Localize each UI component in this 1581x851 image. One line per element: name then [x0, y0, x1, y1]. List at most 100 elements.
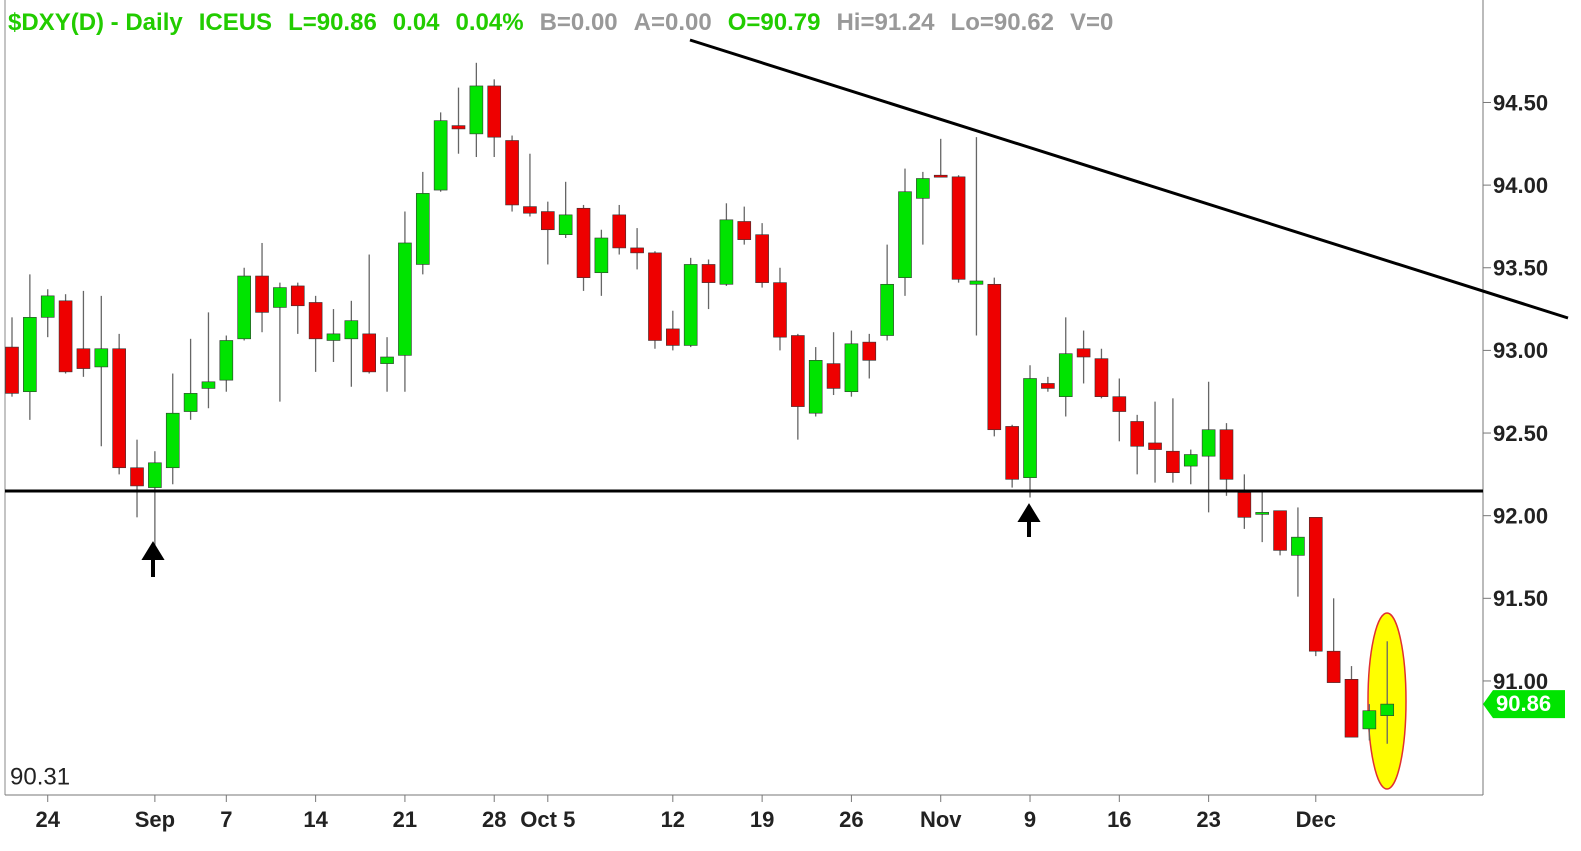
candle-down	[1094, 358, 1109, 397]
candle-down	[5, 346, 19, 394]
last-price-label: 90.86	[1496, 691, 1551, 716]
candle-down	[130, 467, 144, 487]
candle-down	[540, 211, 555, 231]
candle-down	[308, 302, 323, 340]
candle-down	[773, 282, 787, 338]
candle-up	[1183, 454, 1198, 467]
y-tick-label: 92.00	[1493, 503, 1548, 528]
x-tick-label: 14	[303, 807, 328, 832]
x-tick-label: 19	[750, 807, 774, 832]
x-tick-label: Dec	[1296, 807, 1336, 832]
header-item: Hi=91.24	[836, 9, 935, 36]
axis-labels: 91.00 91.50 92.00 92.50 93.00 93.50 94.00 94.50…	[35, 90, 1565, 832]
candle-down	[1076, 348, 1091, 358]
candle-down	[933, 174, 948, 178]
last-price-tag	[1483, 690, 1565, 719]
candle-down	[576, 207, 591, 278]
candle-up	[898, 191, 912, 278]
candle-up	[326, 333, 341, 341]
y-tick-label: 92.50	[1493, 421, 1548, 446]
candle-down	[1237, 492, 1252, 518]
header-item: V=0	[1070, 9, 1113, 36]
candle-down	[1041, 383, 1055, 389]
candle-down	[1326, 650, 1341, 683]
candle-down	[290, 285, 305, 307]
y-tick-label: 93.50	[1493, 256, 1548, 281]
header-item: 0.04	[393, 9, 440, 36]
candle-down	[755, 234, 769, 283]
candle-up	[594, 237, 609, 274]
y-tick-label: 93.00	[1493, 338, 1548, 363]
candle-up	[683, 264, 698, 346]
x-tick-label: 21	[393, 807, 417, 832]
candle-down	[505, 140, 519, 206]
trend-line	[689, 38, 1569, 320]
arrow	[1017, 503, 1041, 537]
candle-up	[1362, 710, 1377, 730]
header-item: Lo=90.62	[951, 9, 1054, 36]
candle-down	[648, 252, 662, 341]
axis-min-label: 90.31	[10, 763, 70, 790]
x-tick-label: 24	[35, 807, 60, 832]
x-tick-label: 23	[1196, 807, 1220, 832]
x-tick-label: 9	[1024, 807, 1036, 832]
annotations	[5, 38, 1569, 577]
candle-up	[219, 340, 234, 381]
candle-up	[1058, 353, 1073, 397]
x-tick-label: 28	[482, 807, 506, 832]
candle-up	[23, 317, 37, 393]
x-tick-label: 26	[839, 807, 863, 832]
candle-down	[791, 335, 805, 407]
candle-up	[1380, 703, 1395, 716]
arrow	[141, 541, 165, 577]
candle-up	[201, 381, 216, 389]
candle-up	[398, 242, 412, 356]
candle-up	[844, 343, 859, 393]
candle-down	[1344, 679, 1359, 738]
candle-up	[1201, 429, 1216, 457]
x-tick-label: 12	[661, 807, 685, 832]
candle-down	[1112, 396, 1127, 412]
candle-up	[1255, 512, 1269, 515]
candle-up	[433, 120, 448, 191]
candle-down	[112, 348, 126, 469]
x-tick-label: Nov	[920, 807, 962, 832]
candle-up	[469, 85, 484, 135]
candle-down	[76, 348, 91, 369]
header-item: 0.04%	[456, 9, 524, 36]
candle-down	[666, 328, 680, 346]
candle-down	[826, 363, 841, 389]
candle-up	[969, 280, 984, 285]
y-tick-label: 94.00	[1493, 173, 1548, 198]
candle-down	[951, 176, 966, 280]
header-item: $DXY(D) - Daily	[8, 9, 183, 36]
candle-up	[808, 360, 823, 414]
candle-down	[523, 206, 537, 214]
candle-down	[487, 85, 502, 138]
candle-up	[183, 393, 198, 412]
header-item: A=0.00	[634, 9, 712, 36]
candle-up	[719, 219, 734, 285]
candle-down	[1166, 450, 1180, 474]
candle-down	[1130, 421, 1144, 447]
header: $DXY(D) - Daily ICEUS L=90.86 0.04 0.04% B=0.…	[8, 9, 1113, 36]
candle-down	[987, 283, 1002, 431]
candle-down	[1005, 426, 1019, 480]
candle-up	[1291, 536, 1305, 556]
x-tick-label: Sep	[135, 807, 175, 832]
candle-down	[701, 264, 716, 283]
candle-down	[362, 333, 377, 373]
candle-up	[40, 295, 55, 318]
candle-up	[380, 356, 394, 364]
candle-up	[880, 283, 894, 336]
candle-up	[415, 193, 430, 265]
candle-down	[1273, 510, 1287, 551]
candles	[5, 62, 1395, 744]
candle-up	[165, 412, 180, 469]
header-item: L=90.86	[288, 9, 377, 36]
candle-down	[1148, 442, 1162, 450]
y-tick-label: 94.50	[1493, 90, 1548, 115]
candle-up	[558, 214, 573, 235]
